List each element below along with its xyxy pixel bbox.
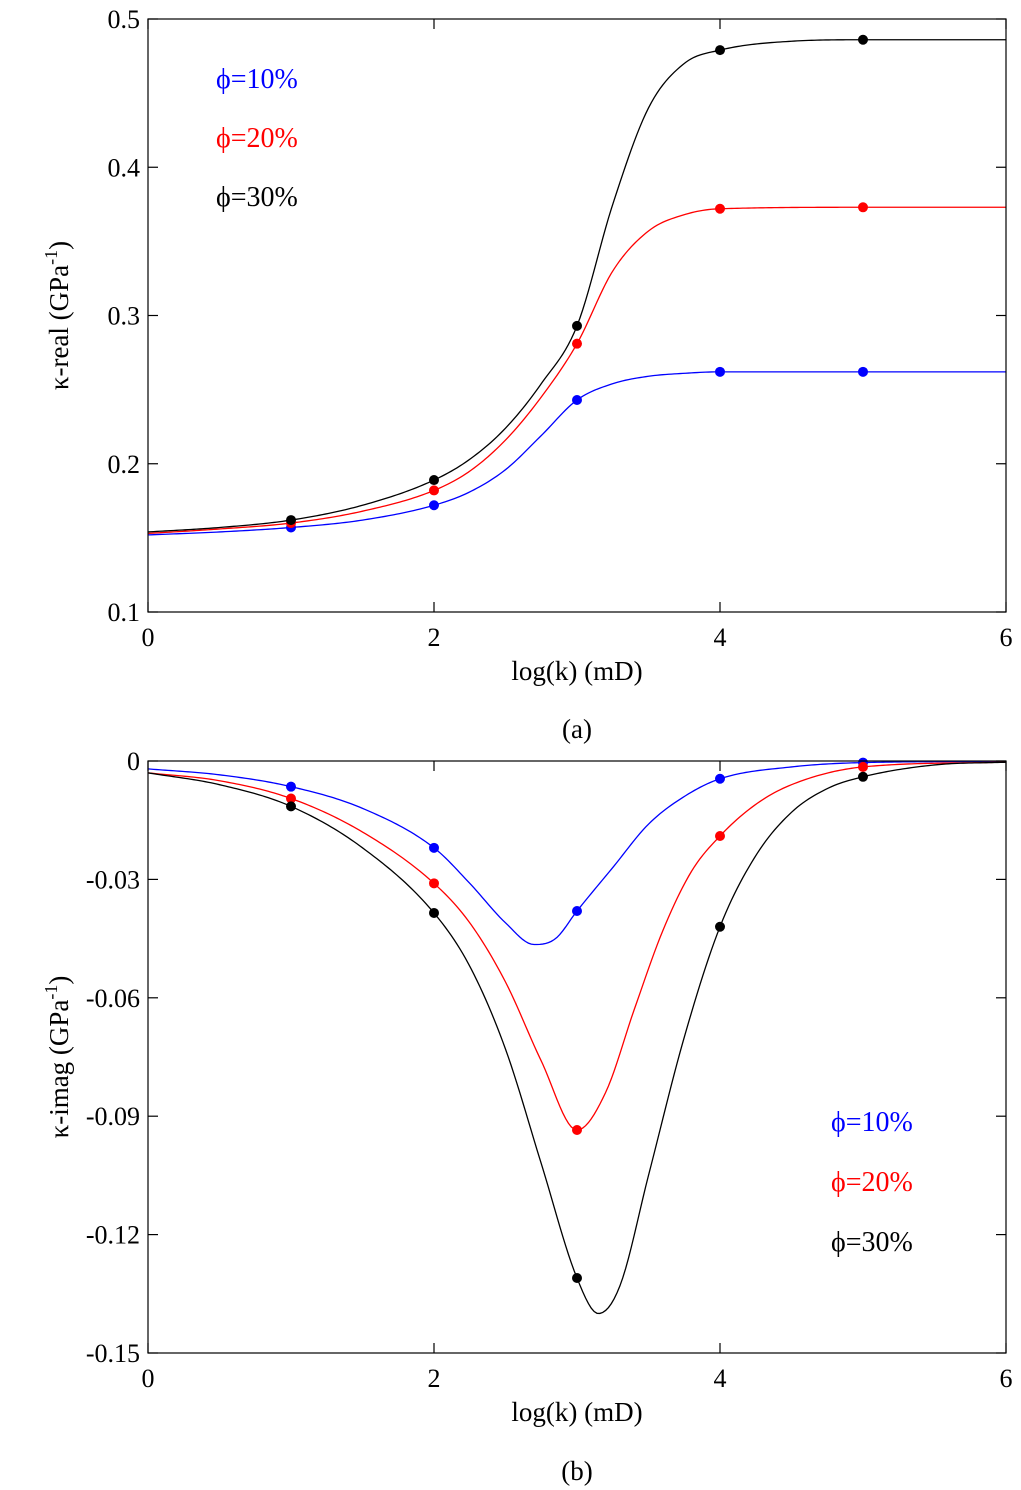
panel-b-series-1-point-2 (429, 842, 439, 853)
panel-a-series-2-point-4 (715, 203, 725, 214)
panel-a-x-tick-label: 6 (1000, 623, 1013, 652)
panel-b-y-tick-label: 0 (127, 747, 140, 776)
panel-a-series-3-point-5 (858, 34, 868, 45)
panel-a-legend-entry-3: ϕ=30% (216, 182, 298, 213)
panel-b-y-tick-label: -0.03 (86, 865, 140, 894)
panel-b-series-2-point-3 (572, 1125, 582, 1136)
panel-b-x-tick-label: 0 (142, 1364, 155, 1393)
panel-a-y-tick-label: 0.2 (108, 450, 141, 479)
panel-a-x-axis-label: log(k) (mD) (511, 656, 642, 686)
panel-a-series-3-point-2 (429, 475, 439, 486)
panel-a-series-2-point-5 (858, 202, 868, 213)
panel-b-x-tick-label: 6 (1000, 1364, 1013, 1393)
panel-a-x-tick-label: 0 (142, 623, 155, 652)
panel-b-series-2-point-4 (715, 830, 725, 841)
panel-a-series-3-point-3 (572, 320, 582, 331)
panel-b-caption: (b) (561, 1456, 592, 1486)
panel-b-chart: 0 2 4 6 -0.15 -0.12 -0.09 -0.06 -0.03 0 log(k) (mD… (41, 747, 1013, 1486)
panel-a-legend-entry-2: ϕ=20% (216, 123, 298, 154)
panel-a-series-1-point-5 (858, 366, 868, 377)
panel-a-series-1-point-2 (429, 500, 439, 511)
panel-a-caption: (a) (562, 714, 592, 744)
panel-b-x-tick-label: 4 (714, 1364, 727, 1393)
panel-b-y-axis-label: κ-imag (GPa-1) (41, 976, 74, 1139)
panel-b-series-1-point-4 (715, 773, 725, 784)
panel-a-series-3-point-4 (715, 45, 725, 56)
panel-b-series-3-point-3 (572, 1273, 582, 1284)
panel-b-series-1-point-3 (572, 905, 582, 916)
panel-b-x-axis-label: log(k) (mD) (511, 1397, 642, 1427)
panel-b-legend-entry-1: ϕ=10% (831, 1107, 913, 1138)
panel-a-series-3-point-1 (286, 515, 296, 526)
panel-b-legend-entry-3: ϕ=30% (831, 1227, 913, 1258)
panel-a-y-axis-label: κ-real (GPa-1) (41, 241, 74, 390)
panel-b-x-tick-label: 2 (428, 1364, 441, 1393)
panel-a-series-2-point-2 (429, 485, 439, 496)
panel-b-y-tick-label: -0.06 (86, 984, 140, 1013)
panel-b-legend-entry-2: ϕ=20% (831, 1167, 913, 1198)
panel-a-y-tick-label: 0.5 (108, 5, 141, 34)
panel-a-x-tick-label: 4 (714, 623, 727, 652)
panel-a-chart: 0 2 4 6 0.1 0.2 0.3 0.4 0.5 log(k) (mD) κ-real (GP… (41, 5, 1013, 744)
panel-b-series-2-point-1 (286, 793, 296, 804)
panel-b-series-1-point-1 (286, 781, 296, 792)
panel-a-legend-entry-1: ϕ=10% (216, 64, 298, 95)
panel-b-y-tick-label: -0.09 (86, 1102, 140, 1131)
panel-b-y-tick-label: -0.12 (86, 1221, 140, 1250)
panel-b-y-tick-label: -0.15 (86, 1339, 140, 1368)
panel-b-series-2-point-5 (858, 761, 868, 772)
panel-a-y-tick-label: 0.4 (108, 153, 141, 182)
panel-a-x-tick-label: 2 (428, 623, 441, 652)
panel-b-series-3-point-4 (715, 921, 725, 932)
panel-a-series-1-point-4 (715, 366, 725, 377)
panel-b-axes-frame (147, 760, 1007, 1354)
panel-b-series-2-point-2 (429, 878, 439, 889)
panel-a-y-tick-label: 0.1 (108, 598, 141, 627)
panel-b-series-3-point-5 (858, 771, 868, 782)
panel-a-y-tick-label: 0.3 (108, 302, 141, 331)
panel-b-series-3-point-1 (286, 801, 296, 812)
panel-a-series-1-point-3 (572, 395, 582, 406)
panel-b-series-3-point-2 (429, 907, 439, 918)
panel-a-series-2-point-3 (572, 338, 582, 349)
